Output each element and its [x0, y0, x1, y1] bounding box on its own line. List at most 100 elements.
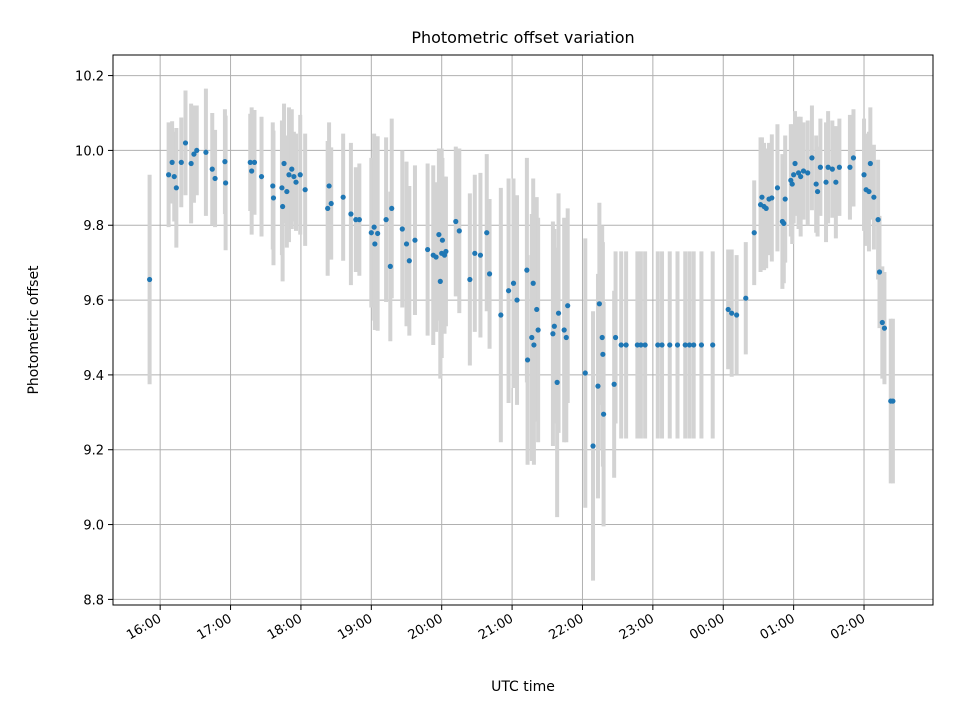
x-axis-label: UTC time	[491, 679, 555, 695]
data-point	[223, 180, 229, 186]
y-tick-label: 10.0	[75, 144, 104, 159]
data-point	[861, 172, 867, 178]
data-point	[850, 155, 857, 161]
data-point	[890, 398, 896, 404]
data-point	[866, 188, 872, 195]
data-point	[555, 310, 562, 316]
data-point	[182, 140, 189, 146]
data-point	[510, 280, 517, 286]
data-point	[611, 381, 617, 387]
data-point	[399, 226, 405, 232]
data-point	[817, 164, 823, 170]
data-point	[433, 254, 439, 260]
data-point	[325, 205, 331, 212]
data-point	[284, 188, 290, 195]
data-point	[406, 258, 412, 264]
data-point	[655, 342, 661, 348]
data-point	[595, 383, 601, 389]
data-point	[297, 172, 303, 178]
data-point	[698, 342, 705, 348]
data-point	[813, 181, 819, 187]
data-point	[173, 185, 179, 191]
y-tick-label: 9.4	[83, 369, 104, 384]
data-point	[682, 342, 688, 348]
data-point	[281, 160, 287, 167]
y-tick-label: 9.0	[83, 519, 104, 534]
data-point	[881, 325, 888, 331]
chart-title: Photometric offset variation	[411, 28, 634, 47]
data-point	[781, 220, 787, 226]
data-point	[561, 327, 567, 333]
data-point	[774, 185, 781, 191]
data-point	[599, 334, 605, 341]
data-point	[798, 173, 804, 180]
data-point	[356, 217, 362, 223]
data-point	[725, 306, 731, 313]
y-axis-label: Photometric offset	[26, 265, 42, 395]
data-points	[147, 140, 896, 449]
data-point	[326, 183, 332, 189]
data-point	[247, 159, 253, 165]
data-point	[191, 151, 197, 157]
y-axis-ticks: 8.8 9.0 9.2 9.4 9.6 9.8 10.0 10.2	[75, 70, 113, 608]
data-point	[291, 173, 297, 180]
data-point	[188, 160, 194, 167]
data-point	[375, 230, 381, 237]
data-point	[453, 218, 459, 225]
data-point	[270, 195, 277, 201]
data-point	[280, 203, 286, 210]
data-point	[178, 159, 184, 165]
data-point	[328, 200, 334, 207]
data-point	[600, 351, 606, 357]
data-point	[535, 327, 541, 333]
data-point	[383, 217, 389, 223]
data-point	[258, 173, 265, 180]
data-point	[169, 159, 175, 165]
data-point	[194, 147, 200, 154]
data-point	[456, 228, 462, 234]
data-point	[875, 217, 881, 223]
data-point	[590, 443, 596, 449]
data-point	[529, 334, 535, 341]
data-point	[289, 166, 295, 172]
data-point	[782, 196, 788, 202]
data-point	[618, 342, 624, 348]
data-point	[443, 248, 449, 255]
data-point	[340, 194, 346, 200]
data-point	[551, 323, 557, 329]
data-point	[498, 312, 504, 318]
data-point	[710, 342, 716, 348]
data-point	[642, 342, 648, 348]
data-point	[372, 241, 378, 247]
data-point	[209, 166, 215, 172]
data-point	[686, 342, 693, 348]
data-point	[293, 179, 299, 185]
data-point	[251, 159, 258, 165]
data-point	[171, 173, 177, 180]
data-point	[302, 187, 308, 193]
data-point	[524, 267, 530, 273]
y-tick-label: 8.8	[83, 593, 104, 608]
data-point	[759, 194, 765, 200]
data-point	[582, 370, 588, 376]
data-point	[729, 310, 735, 316]
data-point	[833, 179, 839, 185]
data-point	[534, 306, 540, 313]
data-point	[222, 159, 228, 165]
data-point	[484, 230, 490, 236]
data-point	[472, 250, 478, 256]
data-point	[286, 172, 292, 178]
data-point	[565, 303, 571, 309]
data-point	[596, 301, 602, 307]
data-point	[387, 263, 393, 269]
data-point	[477, 252, 484, 258]
data-point	[763, 205, 769, 212]
data-point	[530, 280, 536, 286]
data-point	[836, 164, 842, 170]
data-point	[437, 278, 443, 284]
data-point	[467, 276, 473, 283]
data-point	[805, 170, 811, 176]
data-point	[371, 224, 377, 230]
